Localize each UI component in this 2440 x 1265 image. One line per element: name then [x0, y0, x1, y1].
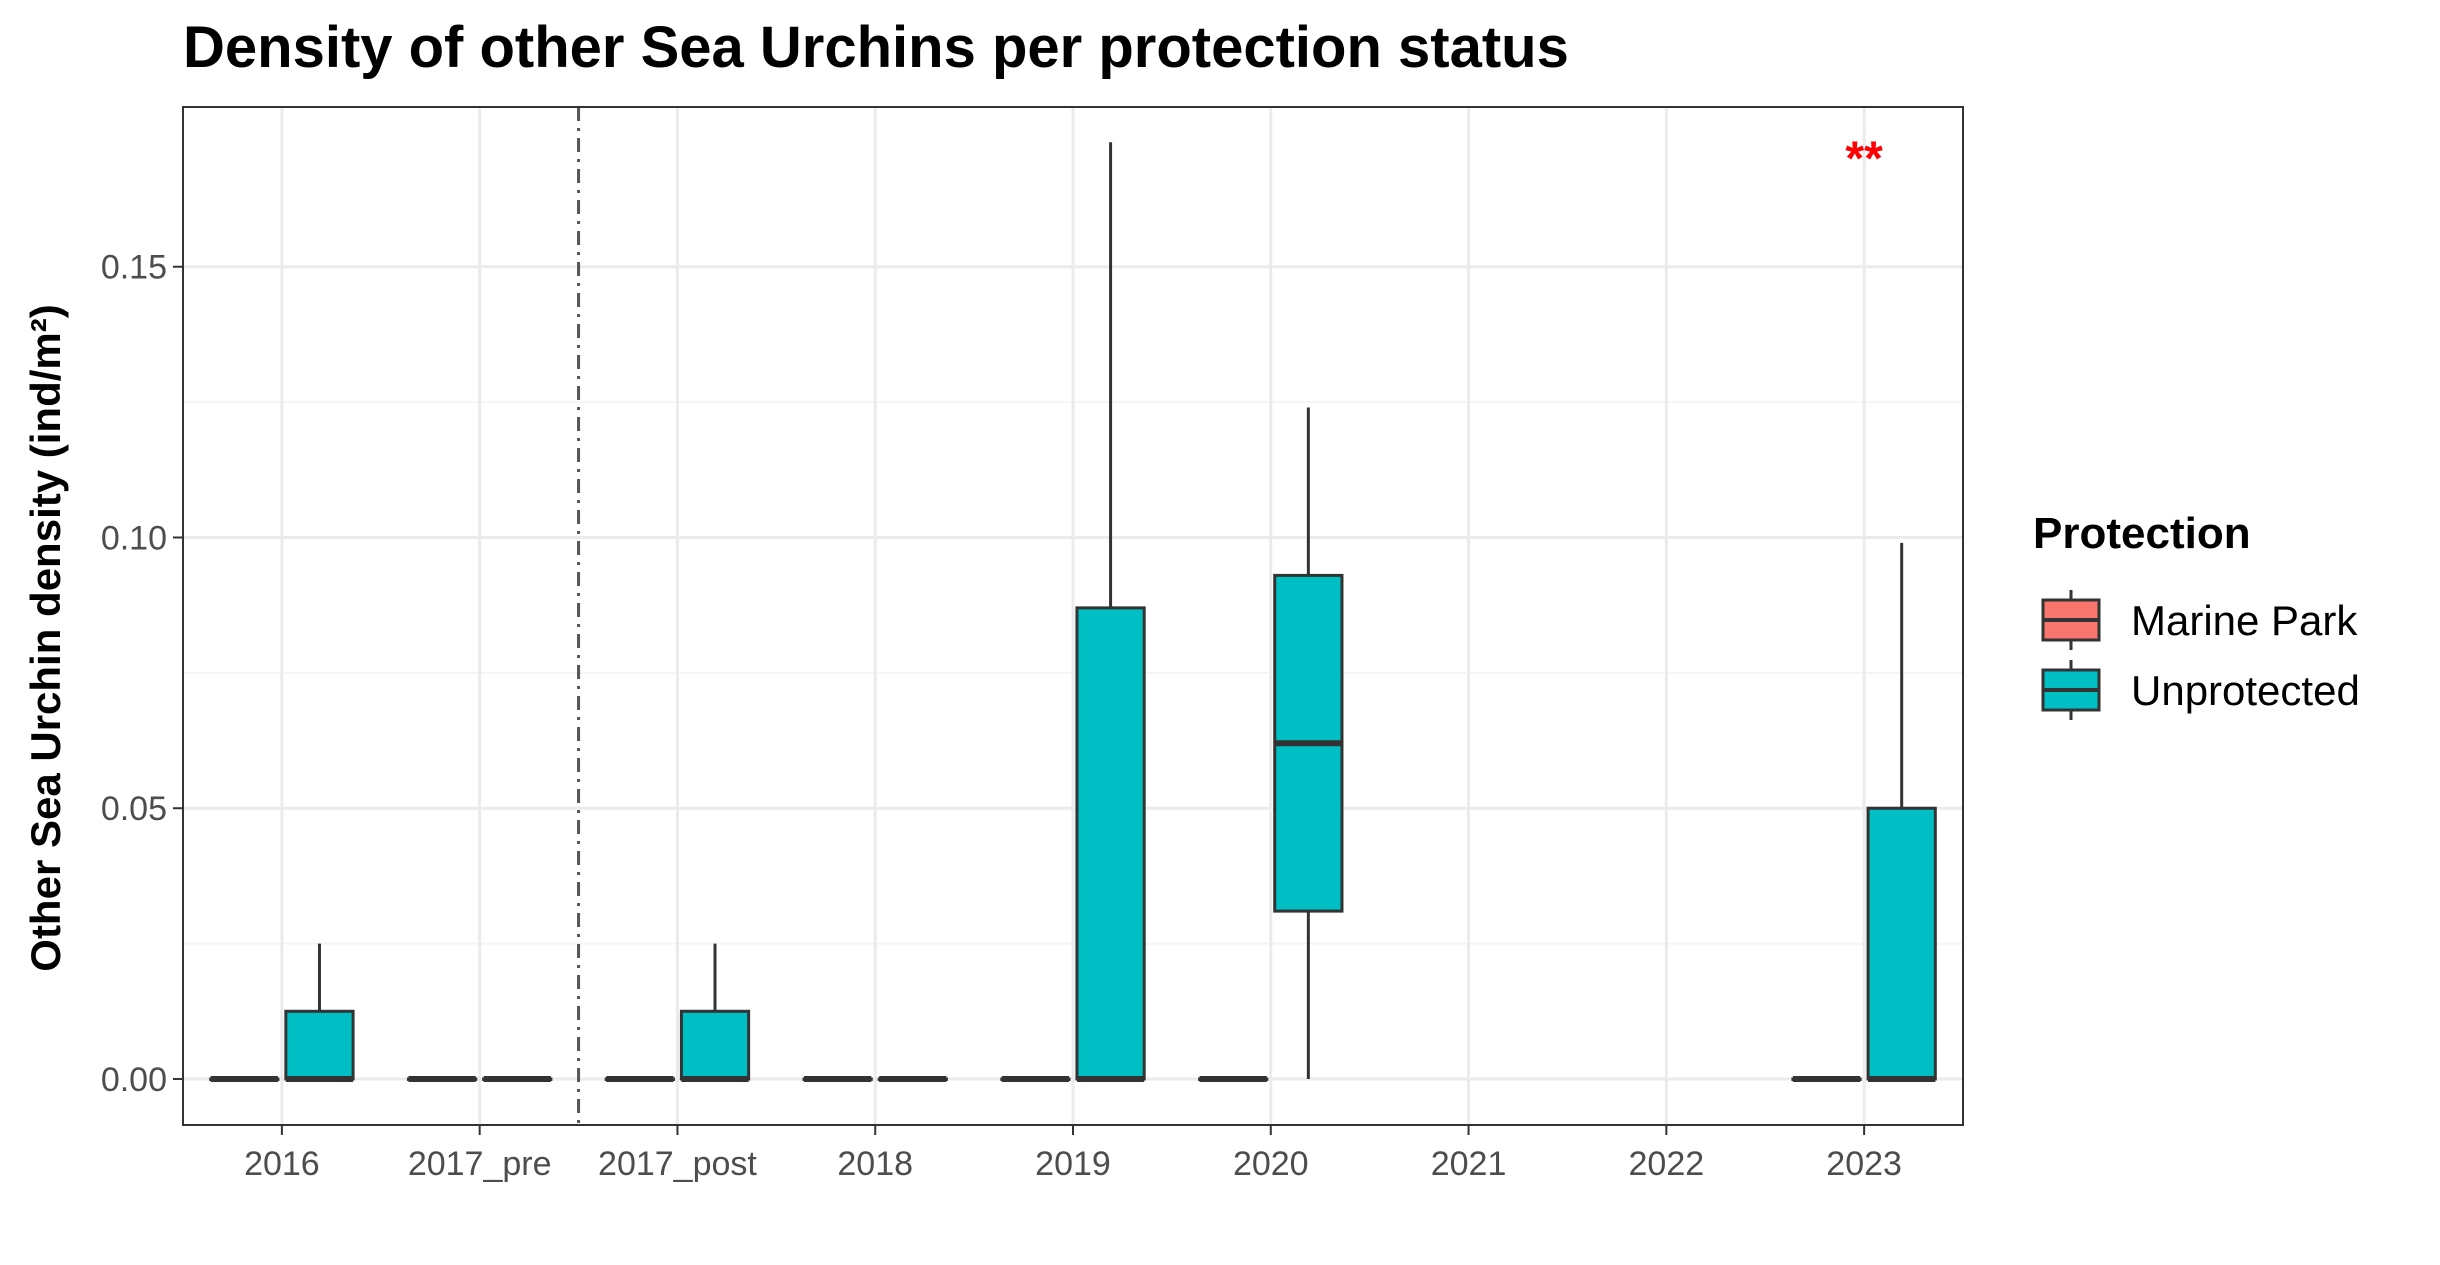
box-marine-park-2017_pre [406, 1075, 478, 1082]
box-unprotected-2018 [877, 1075, 948, 1082]
x-tick-label: 2019 [1035, 1145, 1111, 1183]
box-unprotected-2019 [1075, 142, 1146, 1082]
significance-label: ** [1845, 132, 1883, 185]
box-unprotected-2023 [1866, 542, 1937, 1082]
box-body [1075, 606, 1146, 1081]
box-body [284, 1009, 355, 1081]
box-marine-park-2023 [1791, 1075, 1862, 1082]
box-marine-park-2018 [802, 1075, 873, 1082]
x-tick-label: 2020 [1233, 1145, 1309, 1183]
x-axis-ticks: 2016 2017_pre 2017_post 2018 2019 2020 2021 202… [244, 1125, 1902, 1183]
x-tick-label: 2016 [244, 1145, 320, 1183]
box-unprotected-2020 [1273, 407, 1344, 1079]
legend-item-unprotected: Unprotected [2041, 660, 2360, 720]
x-tick-label: 2017_pre [408, 1145, 552, 1183]
legend: Protection Marine Park Unprotected [2033, 509, 2360, 720]
x-tick-label: 2023 [1826, 1145, 1902, 1183]
box-marine-park-2020 [1198, 1075, 1269, 1082]
legend-title: Protection [2033, 509, 2251, 558]
y-tick-label: 0.10 [101, 519, 167, 557]
legend-label: Unprotected [2131, 667, 2360, 714]
legend-label: Marine Park [2131, 597, 2358, 644]
box-marine-park-2019 [1000, 1075, 1071, 1082]
x-tick-label: 2021 [1431, 1145, 1507, 1183]
x-tick-label: 2017_post [598, 1145, 757, 1183]
y-tick-label: 0.15 [101, 249, 167, 287]
legend-item-marine-park: Marine Park [2041, 590, 2358, 650]
x-tick-label: 2018 [837, 1145, 913, 1183]
box-body [679, 1009, 751, 1081]
box-body [1866, 806, 1937, 1081]
box-marine-park-2017_post [604, 1075, 675, 1082]
y-tick-label: 0.00 [101, 1061, 167, 1099]
plot-grid [183, 107, 1963, 1125]
box-unprotected-2017_pre [482, 1075, 553, 1082]
box-marine-park-2016 [209, 1075, 280, 1082]
y-tick-label: 0.05 [101, 790, 167, 828]
annotations: ** [1845, 132, 1883, 185]
box-unprotected-2016 [284, 943, 355, 1082]
boxplot-marks [209, 142, 1937, 1082]
y-axis-ticks: 0.00 0.05 0.10 0.15 [101, 249, 183, 1099]
box-unprotected-2017_post [679, 943, 751, 1082]
chart-title: Density of other Sea Urchins per protect… [183, 15, 1569, 80]
y-axis-label: Other Sea Urchin density (ind/m²) [22, 304, 69, 971]
x-tick-label: 2022 [1629, 1145, 1705, 1183]
